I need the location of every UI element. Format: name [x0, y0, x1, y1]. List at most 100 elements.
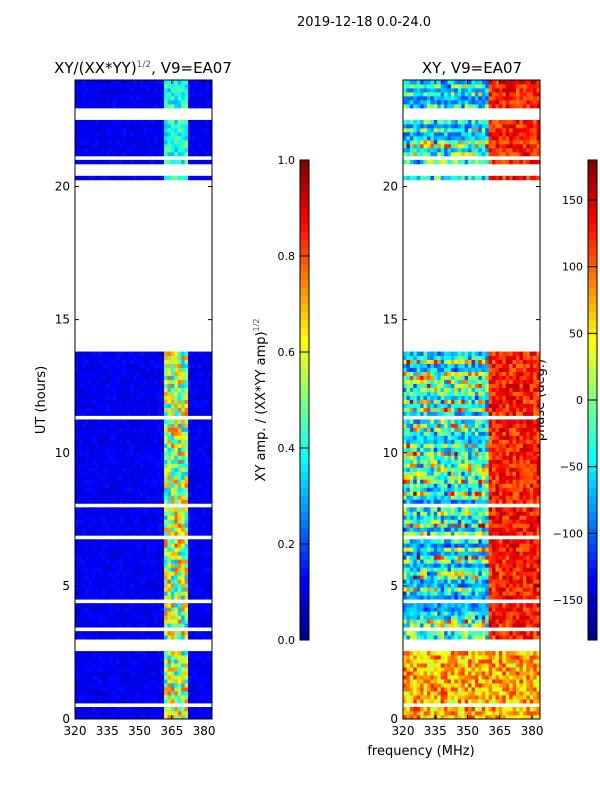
heatmap-cell: [140, 523, 144, 528]
heatmap-cell: [492, 699, 496, 704]
heatmap-cell: [119, 531, 124, 536]
heatmap-cell: [536, 687, 541, 692]
heatmap-cell: [105, 499, 110, 504]
heatmap-cell: [184, 395, 189, 400]
heatmap-cell: [150, 543, 155, 548]
heatmap-cell: [95, 531, 100, 536]
heatmap-cell: [136, 407, 141, 412]
heatmap-cell: [413, 679, 418, 684]
heatmap-cell: [136, 515, 141, 520]
heatmap-cell: [181, 399, 185, 404]
heatmap-cell: [519, 699, 524, 704]
heatmap-cell: [184, 459, 189, 464]
heatmap-cell: [423, 699, 428, 704]
heatmap-cell: [153, 139, 158, 145]
heatmap-cell: [522, 687, 527, 692]
heatmap-cell: [177, 511, 182, 516]
heatmap-cell: [184, 359, 189, 364]
heatmap-cell: [198, 511, 203, 516]
heatmap-cell: [174, 619, 179, 624]
heatmap-cell: [444, 623, 448, 628]
heatmap-cell: [150, 595, 155, 600]
heatmap-cell: [174, 387, 179, 392]
heatmap-cell: [177, 483, 182, 488]
heatmap-cell: [409, 611, 414, 616]
heatmap-cell: [95, 419, 100, 424]
heatmap-cell: [153, 607, 158, 612]
heatmap-cell: [164, 687, 168, 692]
heatmap-cell: [468, 691, 472, 696]
heatmap-cell: [174, 483, 179, 488]
heatmap-cell: [198, 631, 203, 636]
heatmap-cell: [423, 667, 428, 672]
heatmap-cell: [181, 563, 185, 568]
heatmap-cell: [150, 527, 155, 532]
heatmap-cell: [116, 391, 120, 396]
heatmap-cell: [78, 423, 83, 428]
heatmap-cell: [146, 491, 151, 496]
heatmap-cell: [122, 467, 127, 472]
heatmap-cell: [143, 391, 148, 396]
heatmap-cell: [177, 391, 182, 396]
heatmap-cell: [174, 355, 179, 360]
heatmap-cell: [205, 411, 209, 416]
heatmap-cell: [164, 87, 168, 93]
heatmap-cell: [478, 691, 483, 696]
heatmap-cell: [75, 631, 79, 636]
heatmap-cell: [122, 623, 127, 628]
heatmap-cell: [164, 423, 168, 428]
heatmap-cell: [98, 687, 103, 692]
heatmap-cell: [150, 483, 155, 488]
heatmap-cell: [423, 683, 428, 688]
heatmap-cell: [160, 123, 165, 129]
heatmap-cell: [485, 663, 490, 668]
heatmap-cell: [119, 683, 124, 688]
heatmap-cell: [105, 431, 110, 436]
heatmap-cell: [205, 103, 209, 109]
heatmap-cell: [95, 575, 100, 580]
heatmap-cell: [88, 671, 93, 676]
heatmap-cell: [98, 371, 103, 376]
heatmap-cell: [95, 447, 100, 452]
heatmap-cell: [95, 371, 100, 376]
heatmap-cell: [75, 539, 79, 544]
heatmap-cell: [205, 83, 209, 89]
heatmap-cell: [112, 615, 117, 620]
heatmap-cell: [160, 567, 165, 572]
heatmap-cell: [191, 487, 196, 492]
heatmap-cell: [471, 659, 476, 664]
heatmap-cell: [485, 683, 490, 688]
heatmap-cell: [116, 543, 120, 548]
heatmap-cell: [526, 655, 531, 660]
heatmap-cell: [112, 459, 117, 464]
heatmap-cell: [105, 439, 110, 444]
heatmap-cell: [160, 395, 165, 400]
heatmap-cell: [78, 651, 83, 656]
heatmap-cell: [109, 663, 114, 668]
heatmap-cell: [116, 591, 120, 596]
heatmap-cell: [92, 615, 96, 620]
heatmap-cell: [133, 351, 138, 356]
heatmap-cell: [184, 543, 189, 548]
heatmap-cell: [140, 663, 144, 668]
heatmap-cell: [529, 683, 534, 688]
heatmap-cell: [81, 499, 86, 504]
heatmap-cell: [184, 87, 189, 93]
heatmap-cell: [126, 367, 131, 372]
heatmap-cell: [122, 715, 127, 720]
heatmap-cell: [153, 675, 158, 680]
heatmap-cell: [406, 683, 411, 688]
heatmap-cell: [102, 607, 107, 612]
heatmap-cell: [188, 611, 192, 616]
heatmap-cell: [98, 663, 103, 668]
heatmap-cell: [188, 707, 192, 712]
heatmap-cell: [170, 667, 175, 672]
heatmap-cell: [136, 607, 141, 612]
heatmap-cell: [167, 691, 172, 696]
heatmap-cell: [78, 411, 83, 416]
heatmap-cell: [133, 395, 138, 400]
heatmap-cell: [133, 559, 138, 564]
heatmap-cell: [143, 567, 148, 572]
heatmap-cell: [194, 715, 199, 720]
heatmap-cell: [536, 699, 541, 704]
